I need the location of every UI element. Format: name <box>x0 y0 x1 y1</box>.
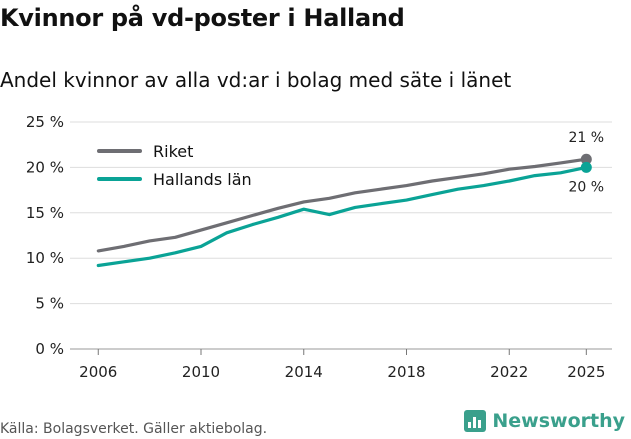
end-value-label: 21 % <box>569 130 605 146</box>
y-tick-label: 20 % <box>26 158 64 176</box>
bar-chart-icon <box>464 410 487 432</box>
line-chart: 0 % 5 % 10 % 15 % 20 % 25 % 2006 2010 2014 2018 20… <box>26 113 612 381</box>
source-note: Källa: Bolagsverket. Gäller aktiebolag. <box>0 421 268 437</box>
series-end-point <box>580 153 592 165</box>
y-tick-label: 0 % <box>35 340 64 358</box>
x-tick-label: 2006 <box>79 363 117 381</box>
chart-subtitle: Andel kvinnor av alla vd:ar i bolag med … <box>0 68 512 92</box>
y-tick-label: 25 % <box>26 113 64 131</box>
x-tick-label: 2025 <box>567 363 605 381</box>
chart-title: Kvinnor på vd-poster i Halland <box>0 4 405 32</box>
end-value-label: 20 % <box>569 179 605 195</box>
y-tick-label: 5 % <box>35 295 64 313</box>
x-tick-label: 2022 <box>490 363 528 381</box>
x-tick-label: 2010 <box>182 363 220 381</box>
brand-name: Newsworthy <box>492 410 625 432</box>
x-tick-label: 2018 <box>387 363 425 381</box>
series-line-riket <box>96 157 588 253</box>
brand-logo: Newsworthy <box>464 410 625 432</box>
legend-label: Riket <box>153 142 193 161</box>
legend-label: Hallands län <box>153 170 252 189</box>
series-end-point <box>580 161 592 173</box>
x-tick-label: 2014 <box>285 363 323 381</box>
series-line-halland <box>96 165 588 268</box>
y-tick-label: 10 % <box>26 249 64 267</box>
y-tick-label: 15 % <box>26 204 64 222</box>
